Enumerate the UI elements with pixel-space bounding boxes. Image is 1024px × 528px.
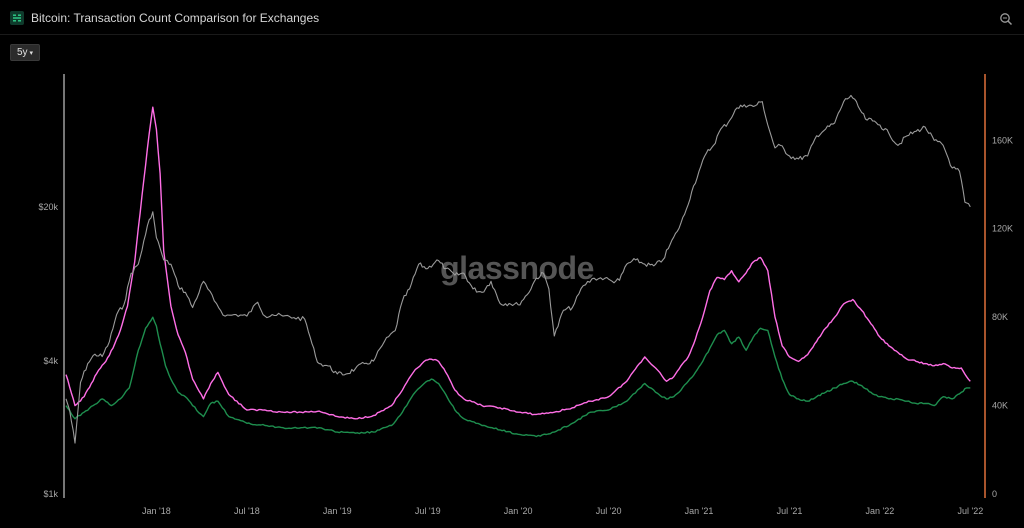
watermark: glassnode [440,250,594,286]
y-left-tick-label: $4k [43,356,58,366]
x-tick-label: Jan '19 [323,506,352,516]
chart-title: Bitcoin: Transaction Count Comparison fo… [31,11,320,25]
x-tick-label: Jul '20 [596,506,622,516]
x-tick-label: Jan '22 [866,506,895,516]
chevron-down-icon: ▾ [29,49,34,57]
y-left-tick-label: $20k [38,202,58,212]
price-line [65,94,971,444]
y-right-tick-label: 40K [992,401,1008,411]
x-tick-label: Jan '21 [685,506,714,516]
x-tick-label: Jan '18 [142,506,171,516]
y-right-tick-label: 0 [992,489,997,499]
time-range-dropdown[interactable]: 5y ▾ [10,44,40,61]
x-tick-label: Jul '18 [234,506,260,516]
x-tick-label: Jan '20 [504,506,533,516]
zoom-icon[interactable] [999,12,1013,26]
green-series-line [65,316,971,438]
y-right-tick-label: 80K [992,312,1008,322]
chart-header: Bitcoin: Transaction Count Comparison fo… [0,0,1024,38]
x-tick-label: Jul '19 [415,506,441,516]
y-right-tick-label: 160K [992,135,1013,145]
x-tick-label: Jul '22 [957,506,983,516]
y-right-tick-label: 120K [992,224,1013,234]
pink-series-line [65,106,971,420]
header-divider [0,34,1024,35]
time-range-label: 5y [16,47,28,58]
x-tick-label: Jul '21 [777,506,803,516]
y-left-tick-label: $1k [43,489,58,499]
glassnode-logo-icon [10,11,24,25]
